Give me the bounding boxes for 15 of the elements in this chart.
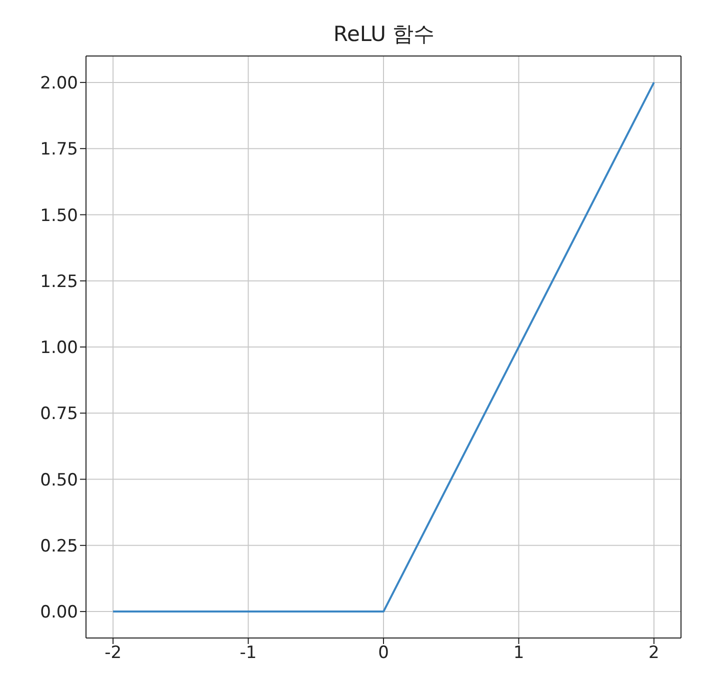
x-tick-label: 2	[648, 643, 660, 664]
y-tick-label: 1.75	[40, 140, 78, 160]
x-tick-label: -1	[240, 643, 257, 664]
y-tick-label: 1.50	[40, 206, 78, 226]
y-tick-label: 0.75	[40, 404, 78, 424]
y-tick-label: 1.00	[40, 338, 78, 358]
y-tick-label: 0.00	[40, 602, 78, 623]
x-tick-label: 1	[513, 643, 524, 664]
x-tick-label: 0	[378, 643, 389, 664]
y-tick-label: 0.25	[40, 536, 78, 556]
y-tick-label: 2.00	[40, 73, 78, 94]
chart-title: ReLU 함수	[332, 21, 436, 48]
x-tick-label: -2	[104, 643, 122, 664]
y-tick-label: 1.25	[40, 272, 78, 292]
y-tick-label: 0.50	[40, 470, 78, 490]
